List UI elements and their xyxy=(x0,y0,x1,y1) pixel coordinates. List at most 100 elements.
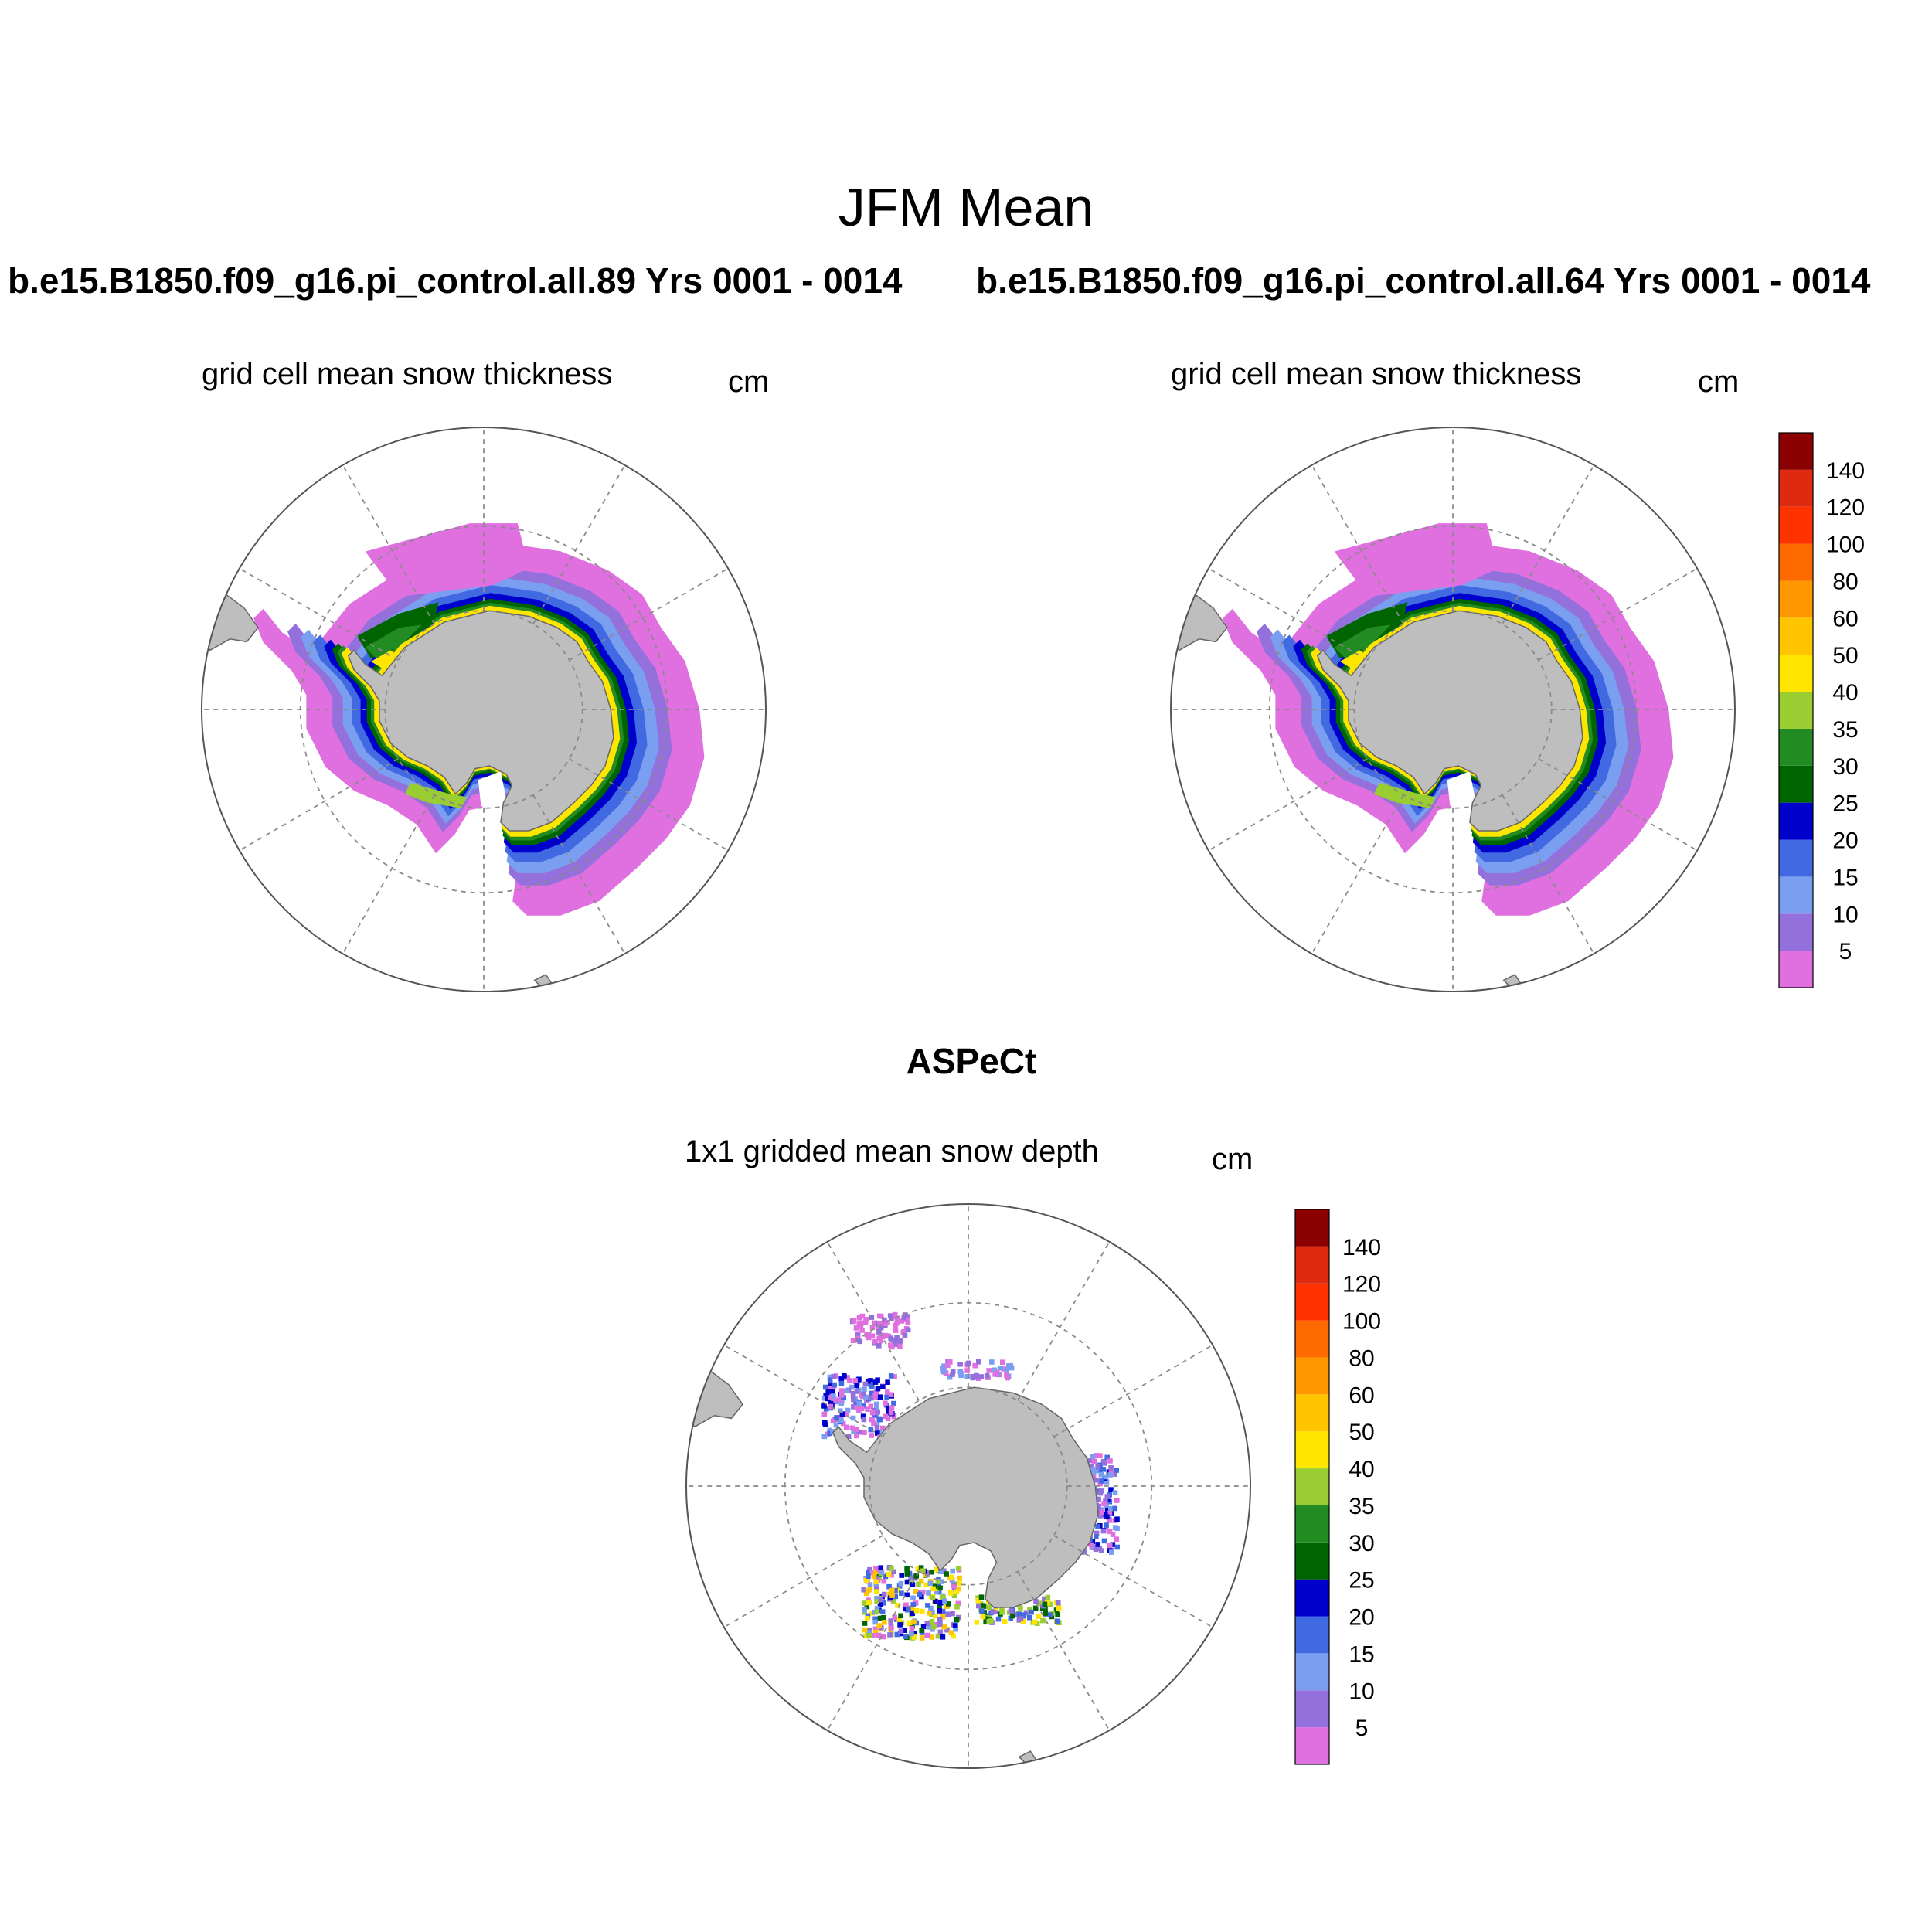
obs-obs-cell xyxy=(890,1598,896,1604)
obs-obs-cell xyxy=(1094,1530,1100,1536)
obs-obs-cell xyxy=(862,1621,868,1626)
obs-obs-cell xyxy=(881,1600,886,1606)
left-lon-line xyxy=(532,464,626,624)
obs-obs-cell xyxy=(930,1586,936,1592)
obs-obs-cell xyxy=(898,1628,904,1634)
obs-obs-cell xyxy=(926,1590,931,1596)
obs-obs-cell xyxy=(883,1400,888,1406)
obs-obs-cell xyxy=(976,1376,981,1381)
obs-obs-cell xyxy=(888,1392,894,1397)
top-colorbar-label: 5 xyxy=(1839,939,1852,964)
obs-obs-cell xyxy=(1040,1617,1046,1624)
obs-obs-cell xyxy=(822,1384,828,1390)
obs-lon-line xyxy=(826,1241,920,1401)
top-colorbar-label: 50 xyxy=(1832,643,1858,668)
obs-obs-cell xyxy=(872,1629,879,1635)
obs-obs-cell xyxy=(869,1410,876,1416)
obs-obs-cell xyxy=(919,1628,924,1633)
obs-obs-cell xyxy=(869,1333,876,1339)
obs-obs-cell xyxy=(964,1374,970,1379)
obs-obs-cell xyxy=(861,1587,866,1593)
obs-obs-cell xyxy=(880,1425,886,1431)
obs-obs-cell xyxy=(954,1589,960,1595)
obs-obs-cell xyxy=(955,1600,961,1607)
obs-obs-cell xyxy=(949,1574,954,1580)
obs-obs-cell xyxy=(910,1595,916,1601)
obs-obs-cell xyxy=(957,1575,962,1581)
obs-obs-cell xyxy=(863,1633,869,1639)
obs-obs-cell xyxy=(1104,1454,1110,1461)
bottom-colorbar-box xyxy=(1295,1616,1329,1654)
obs-obs-cell xyxy=(937,1616,943,1622)
obs-obs-cell xyxy=(1110,1532,1116,1537)
obs-obs-cell xyxy=(944,1571,949,1577)
obs-obs-cell xyxy=(910,1575,915,1581)
obs-obs-cell xyxy=(1104,1494,1111,1499)
obs-obs-cell xyxy=(955,1586,961,1592)
obs-obs-cell xyxy=(940,1634,946,1640)
obs-obs-cell xyxy=(925,1570,930,1576)
obs-obs-cell xyxy=(1004,1372,1009,1378)
obs-obs-cell xyxy=(1101,1461,1107,1466)
left-lon-line xyxy=(532,794,626,954)
obs-obs-cell xyxy=(910,1582,916,1587)
obs-obs-cell xyxy=(1114,1468,1119,1473)
obs-obs-cell xyxy=(1088,1542,1094,1548)
obs-obs-cell xyxy=(1095,1464,1100,1470)
obs-obs-cell xyxy=(891,1569,896,1575)
obs-obs-cell xyxy=(918,1578,924,1584)
top-colorbar-label: 120 xyxy=(1826,495,1865,521)
obs-obs-cell xyxy=(903,1606,908,1611)
obs-obs-cell xyxy=(993,1609,998,1614)
obs-obs-cell xyxy=(909,1605,914,1611)
obs-obs-cell xyxy=(876,1623,883,1628)
obs-obs-cell xyxy=(888,1373,894,1379)
obs-obs-cell xyxy=(937,1608,942,1614)
obs-obs-cell xyxy=(929,1569,935,1575)
obs-obs-cell xyxy=(913,1573,919,1579)
obs-obs-cell xyxy=(951,1583,957,1589)
obs-obs-cell xyxy=(859,1313,866,1319)
obs-obs-cell xyxy=(893,1587,898,1594)
right-lon-line xyxy=(1502,794,1595,954)
top-colorbar-label: 30 xyxy=(1832,754,1858,780)
top-colorbar-box xyxy=(1779,839,1813,877)
obs-obs-cell xyxy=(877,1394,883,1400)
obs-obs-cell xyxy=(930,1624,937,1630)
obs-obs-cell xyxy=(1091,1458,1097,1464)
panel-obs-units: cm xyxy=(1212,1142,1253,1176)
obs-obs-cell xyxy=(1114,1544,1120,1550)
panel-left-subtitle: grid cell mean snow thickness xyxy=(202,357,613,391)
obs-obs-cell xyxy=(868,1403,874,1410)
bottom-colorbar-label: 20 xyxy=(1349,1605,1374,1631)
obs-obs-cell xyxy=(1107,1458,1113,1464)
obs-obs-cell xyxy=(856,1429,862,1435)
obs-obs-cell xyxy=(847,1378,852,1383)
obs-obs-cell xyxy=(905,1606,911,1612)
obs-obs-cell xyxy=(889,1573,894,1578)
obs-obs-cell xyxy=(827,1427,832,1434)
left-antarctica xyxy=(347,610,614,832)
bottom-colorbar-box xyxy=(1295,1394,1329,1432)
bottom-colorbar-box xyxy=(1295,1209,1329,1247)
bottom-colorbar-box xyxy=(1295,1246,1329,1284)
obs-obs-cell xyxy=(833,1422,839,1428)
obs-obs-cell xyxy=(854,1433,859,1439)
obs-obs-cell xyxy=(940,1594,946,1600)
right-map-border xyxy=(1170,427,1736,992)
obs-obs-cell xyxy=(897,1338,903,1344)
obs-obs-cell xyxy=(1114,1516,1120,1522)
obs-obs-cell xyxy=(1009,1365,1015,1371)
right-map xyxy=(1170,427,1736,992)
obs-obs-cell xyxy=(869,1390,875,1396)
left-run-title: b.e15.B1850.f09_g16.pi_control.all.89 Yr… xyxy=(8,260,903,301)
top-colorbar-label: 25 xyxy=(1832,791,1858,817)
top-colorbar-label: 140 xyxy=(1826,458,1865,484)
obs-obs-cell xyxy=(951,1593,957,1598)
obs-obs-cell xyxy=(856,1408,862,1413)
top-colorbar-box xyxy=(1779,951,1813,988)
right-lon-line xyxy=(1538,567,1698,661)
obs-obs-cell xyxy=(984,1372,990,1379)
obs-obs-cell xyxy=(874,1589,879,1594)
obs-obs-cell xyxy=(827,1374,833,1380)
